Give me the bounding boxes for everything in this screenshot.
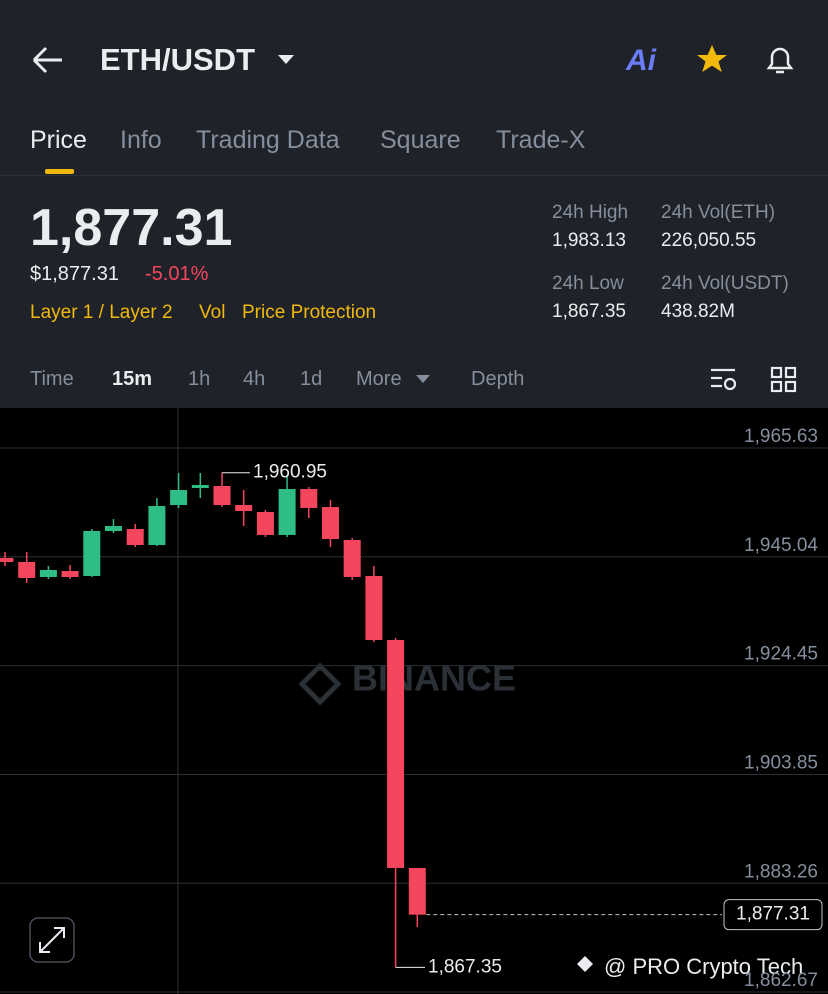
stat-label: 24h Low [552, 273, 624, 294]
low-label: 1,867.35 [428, 956, 502, 977]
candle-body [126, 529, 144, 546]
candle-body [0, 558, 14, 562]
candle-body [39, 570, 57, 577]
y-tick-label: 1,924.45 [744, 644, 818, 665]
tag[interactable]: Vol [199, 302, 226, 323]
tag[interactable]: Layer 1 / Layer 2 [30, 302, 173, 323]
tab[interactable]: Trading Data [196, 126, 340, 154]
expand-icon [39, 927, 65, 953]
interval[interactable]: More [356, 368, 402, 390]
stat-label: 24h High [552, 202, 629, 223]
stat-label: 24h Vol(ETH) [661, 202, 776, 223]
interval[interactable]: 1d [300, 368, 323, 390]
layout-toggle[interactable] [770, 366, 798, 394]
candle-body [256, 511, 274, 535]
candle-body [322, 507, 339, 539]
candle-body [235, 505, 253, 511]
stat-value: 226,050.55 [661, 230, 757, 251]
fiat-price: $1,877.31 [30, 263, 119, 285]
candle-body [300, 489, 318, 509]
candle-body [278, 489, 296, 535]
alert-button[interactable] [762, 42, 798, 78]
interval[interactable]: Depth [471, 368, 525, 390]
candle-body [148, 506, 166, 546]
candle-body [61, 571, 79, 577]
more-caret [416, 375, 430, 383]
candle-body [213, 485, 231, 506]
candle-body [343, 539, 361, 577]
tab[interactable]: Square [380, 126, 461, 154]
last-price: 1,877.31 [30, 199, 233, 257]
y-tick-label: 1,945.04 [744, 535, 818, 556]
candle-body [105, 525, 122, 532]
candle-body [191, 484, 209, 489]
ai-button[interactable]: Ai [626, 44, 656, 77]
candle-body [18, 561, 36, 578]
candlestick-chart: BINANCE @ PRO Crypto Tech 1,965.63 1,945.… [0, 408, 828, 994]
credit-logo [577, 956, 593, 972]
price-change: -5.01% [145, 263, 209, 285]
tag[interactable]: Price Protection [242, 302, 377, 323]
last-price-label: 1,877.31 [736, 904, 810, 925]
interval[interactable]: 15m [112, 368, 153, 390]
y-tick-label: 1,883.26 [744, 861, 818, 882]
watermark-text: BINANCE [352, 658, 516, 699]
y-tick-label: 1,862.67 [744, 970, 818, 991]
interval[interactable]: 1h [188, 368, 211, 390]
tab-indicator [45, 169, 74, 174]
credit-watermark: @ PRO Crypto Tech [604, 954, 803, 979]
brand-watermark: BINANCE [298, 658, 516, 706]
candle-body [365, 575, 383, 641]
stat-label: 24h Vol(USDT) [661, 273, 789, 294]
candle-body [83, 531, 101, 576]
back-button[interactable] [30, 44, 66, 76]
candle-body [408, 868, 426, 915]
stat-value: 1,983.13 [552, 230, 626, 251]
high-label: 1,960.95 [253, 462, 327, 483]
pair-dropdown[interactable] [276, 52, 296, 66]
indicator-settings[interactable] [708, 364, 740, 394]
tab[interactable]: Trade-X [496, 126, 586, 154]
y-tick-label: 1,903.85 [744, 752, 818, 773]
candle-body [170, 490, 188, 506]
divider [0, 175, 828, 176]
stat-value: 438.82M [661, 301, 735, 322]
favorite-button[interactable] [694, 42, 730, 78]
tab[interactable]: Price [30, 126, 87, 154]
candle-body [387, 640, 405, 869]
y-tick-label: 1,965.63 [744, 426, 818, 447]
pair-title[interactable]: ETH/USDT [100, 42, 255, 77]
interval[interactable]: Time [30, 368, 74, 390]
last-price-box [723, 899, 823, 931]
tab[interactable]: Info [120, 126, 162, 154]
interval[interactable]: 4h [243, 368, 266, 390]
stat-value: 1,867.35 [552, 301, 626, 322]
